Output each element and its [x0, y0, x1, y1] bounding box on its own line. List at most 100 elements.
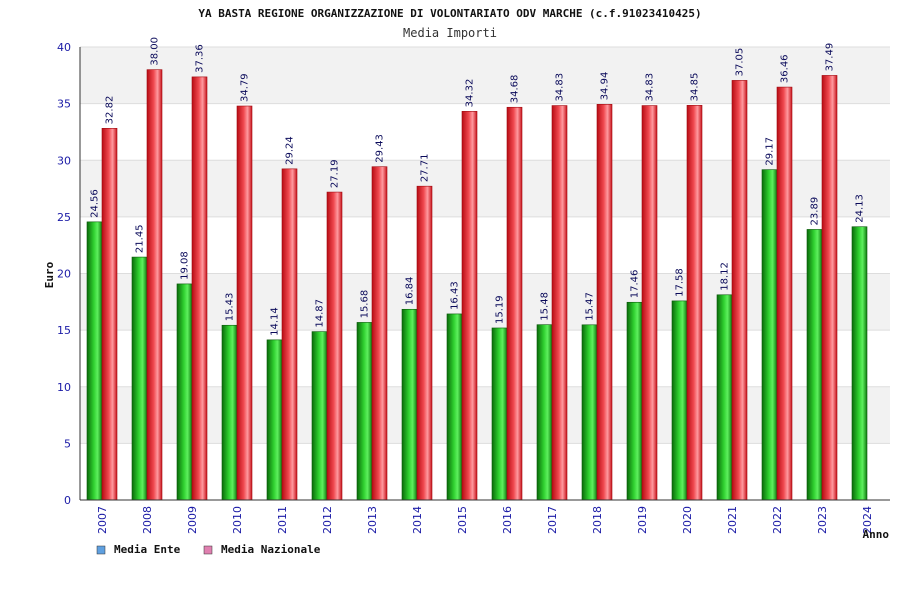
data-label-media-nazionale: 37.49 — [825, 43, 836, 72]
data-label-media-nazionale: 38.00 — [150, 37, 161, 66]
y-tick-label: 10 — [57, 381, 71, 394]
plot-band — [80, 386, 890, 444]
data-label-media-nazionale: 37.05 — [735, 48, 746, 77]
x-tick-label: 2019 — [636, 506, 649, 534]
bar-media-ente — [176, 283, 193, 501]
y-tick-label: 35 — [57, 98, 71, 111]
x-tick-label: 2023 — [816, 506, 829, 534]
x-tick-label: 2018 — [591, 506, 604, 534]
bar-media-ente — [671, 300, 688, 501]
bar-media-nazionale — [776, 86, 793, 501]
x-tick-label: 2022 — [771, 506, 784, 534]
data-label-media-nazionale: 34.32 — [465, 79, 476, 108]
data-label-media-nazionale: 34.79 — [240, 73, 251, 102]
bar-media-ente — [806, 229, 823, 501]
x-tick-label: 2008 — [141, 506, 154, 534]
bar-media-nazionale — [326, 191, 343, 501]
data-label-media-ente: 16.43 — [450, 281, 461, 310]
legend-label-media-nazionale: Media Nazionale — [221, 543, 321, 556]
data-label-media-ente: 15.43 — [225, 293, 236, 322]
bar-media-nazionale — [191, 76, 208, 501]
data-label-media-ente: 23.89 — [810, 197, 821, 226]
axes — [79, 47, 890, 501]
bar-media-nazionale — [101, 128, 118, 501]
y-tick-label: 15 — [57, 324, 71, 337]
bar-media-ente — [86, 221, 103, 501]
bar-media-nazionale — [461, 111, 478, 501]
bar-media-ente — [266, 339, 283, 501]
data-label-media-ente: 17.58 — [675, 268, 686, 297]
bar-media-nazionale — [371, 166, 388, 501]
plot-band — [80, 216, 890, 274]
x-tick-label: 2007 — [96, 506, 109, 534]
y-tick-label: 25 — [57, 211, 71, 224]
bar-media-nazionale — [146, 69, 163, 501]
bar-media-ente — [851, 226, 868, 501]
legend: Media Ente Media Nazionale — [96, 543, 321, 556]
x-tick-label: 2017 — [546, 506, 559, 534]
y-tick-label: 20 — [57, 268, 71, 281]
bar-media-nazionale — [731, 80, 748, 501]
x-tick-label: 2024 — [861, 506, 874, 534]
data-label-media-nazionale: 34.83 — [645, 73, 656, 102]
data-label-media-ente: 19.08 — [180, 251, 191, 280]
data-label-media-ente: 29.17 — [765, 137, 776, 166]
data-label-media-nazionale: 29.43 — [375, 134, 386, 163]
x-tick-label: 2013 — [366, 506, 379, 534]
bar-media-ente — [626, 301, 643, 501]
x-tick-label: 2009 — [186, 506, 199, 534]
bar-media-ente — [131, 256, 148, 501]
x-tick-label: 2020 — [681, 506, 694, 534]
data-label-media-ente: 15.19 — [495, 295, 506, 324]
data-label-media-ente: 15.47 — [585, 292, 596, 321]
plot-band — [80, 103, 890, 161]
bar-media-ente — [401, 308, 418, 501]
data-label-media-nazionale: 27.71 — [420, 154, 431, 183]
bar-media-ente — [311, 331, 328, 501]
x-tick-label: 2014 — [411, 506, 424, 534]
y-axis-label: Euro — [43, 261, 56, 288]
data-label-media-ente: 24.13 — [855, 194, 866, 223]
legend-swatch-media-nazionale — [203, 545, 213, 555]
bar-media-ente — [221, 324, 238, 501]
bar-media-nazionale — [281, 168, 298, 501]
data-label-media-nazionale: 34.83 — [555, 73, 566, 102]
data-label-media-ente: 17.46 — [630, 270, 641, 299]
data-label-media-nazionale: 34.85 — [690, 73, 701, 102]
data-label-media-nazionale: 27.19 — [330, 159, 341, 188]
bar-media-ente — [581, 324, 598, 501]
y-tick-label: 40 — [57, 41, 71, 54]
bar-media-ente — [536, 324, 553, 501]
x-tick-labels: 2007 2008 2009 2010 2011 2012 2013 2014 2015 2016… — [96, 506, 874, 534]
plot-background — [80, 47, 890, 500]
x-tick-label: 2021 — [726, 506, 739, 534]
bar-media-nazionale — [686, 105, 703, 501]
y-tick-label: 5 — [64, 437, 71, 450]
plot-band — [80, 160, 890, 217]
bar-media-nazionale — [551, 105, 568, 501]
plot-band — [80, 443, 890, 500]
bar-media-ente — [761, 169, 778, 501]
data-label-media-ente: 21.45 — [135, 224, 146, 253]
bar-media-ente — [716, 294, 733, 501]
x-tick-label: 2010 — [231, 506, 244, 534]
data-label-media-ente: 16.84 — [405, 277, 416, 306]
plot-band — [80, 47, 890, 104]
data-label-media-ente: 15.48 — [540, 292, 551, 321]
data-labels: 24.56 32.82 21.45 38.00 19.08 37.36 15.43 34.79… — [90, 37, 866, 336]
chart-subtitle: Media Importi — [403, 26, 497, 40]
plot-band — [80, 273, 890, 331]
data-label-media-ente: 24.56 — [90, 189, 101, 218]
x-tick-label: 2011 — [276, 506, 289, 534]
data-label-media-nazionale: 36.46 — [780, 54, 791, 83]
data-label-media-ente: 18.12 — [720, 262, 731, 291]
legend-label-media-ente: Media Ente — [114, 543, 181, 556]
y-tick-label: 30 — [57, 154, 71, 167]
data-label-media-nazionale: 32.82 — [105, 96, 116, 125]
y-tick-labels: 0 5 10 15 20 25 30 35 40 — [57, 41, 71, 507]
data-label-media-nazionale: 37.36 — [195, 44, 206, 73]
data-label-media-nazionale: 34.68 — [510, 75, 521, 104]
x-tick-label: 2015 — [456, 506, 469, 534]
